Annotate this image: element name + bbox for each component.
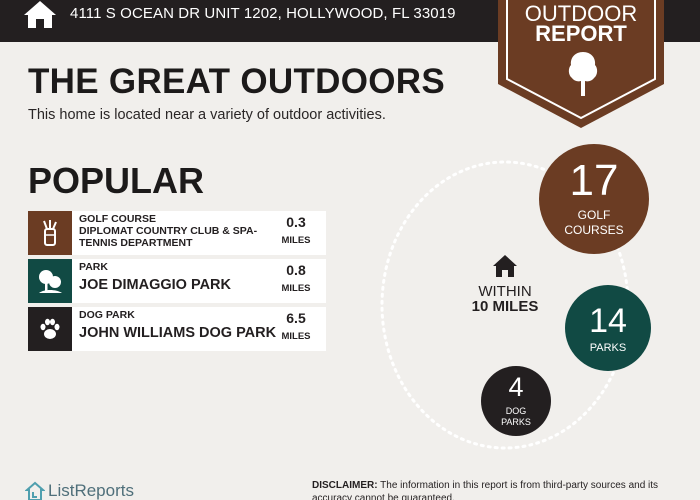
tree-icon [568,52,598,96]
property-address: 4111 S OCEAN DR UNIT 1202, HOLLYWOOD, FL… [70,5,456,22]
item-distance: 0.8 [286,262,306,278]
parks-count-circle [565,285,651,371]
item-name: JOE DIMAGGIO PARK [79,277,231,293]
item-distance: 6.5 [286,310,306,326]
page-title: THE GREAT OUTDOORS [28,62,445,101]
item-category: PARK [79,261,108,273]
stat-label-line: GOLF [577,208,611,222]
item-distance-unit: MILES [281,331,311,342]
disclaimer-text: The information in this report is from t… [312,480,659,500]
disclaimer-label: DISCLAIMER: [312,480,378,491]
stat-label-line: DOG [505,406,527,416]
section-title-popular: POPULAR [28,160,205,201]
item-name: DIPLOMAT COUNTRY CLUB & SPA-TENNIS DEPAR… [79,225,258,249]
list-item-dog-park[interactable]: DOG PARK JOHN WILLIAMS DOG PARK 6.5 MILE… [28,307,326,351]
within-distance: 10 MILES [471,298,539,315]
list-item-park[interactable]: PARK JOE DIMAGGIO PARK 0.8 MILES [28,259,326,303]
badge-title-line2: REPORT [535,21,627,46]
brand-name: ListReports [48,481,134,500]
disclaimer: DISCLAIMER: The information in this repo… [312,479,682,500]
tree-icon [28,259,72,303]
badge-title-line1: OUTDOOR [524,1,638,26]
house-icon [493,255,517,277]
stat-label-line: PARKS [501,417,531,427]
item-category: GOLF COURSE [79,213,157,225]
item-category: DOG PARK [79,309,135,321]
item-distance-unit: MILES [281,283,311,294]
parks-label: PARKS [589,342,627,354]
item-distance-unit: MILES [281,235,311,246]
golf-courses-count-circle [539,144,649,254]
page-subtitle: This home is located near a variety of o… [28,107,386,123]
stat-label-line: COURSES [564,223,624,237]
golf-bag-icon [28,211,72,255]
dog-parks-count: 4 [508,372,524,402]
item-name: JOHN WILLIAMS DOG PARK [79,325,277,341]
within-label: WITHIN [478,283,532,300]
dog-parks-label: DOG PARKS [481,406,551,428]
parks-count: 14 [589,302,627,340]
list-item-golf-course[interactable]: GOLF COURSE DIPLOMAT COUNTRY CLUB & SPA-… [28,211,326,255]
golf-courses-count: 17 [569,156,619,205]
paw-icon [28,307,72,351]
item-distance: 0.3 [286,214,306,230]
golf-courses-label: GOLF COURSES [539,208,649,238]
house-icon [24,1,56,28]
listreports-logo-icon [25,481,45,500]
dog-parks-count-circle [481,366,551,436]
